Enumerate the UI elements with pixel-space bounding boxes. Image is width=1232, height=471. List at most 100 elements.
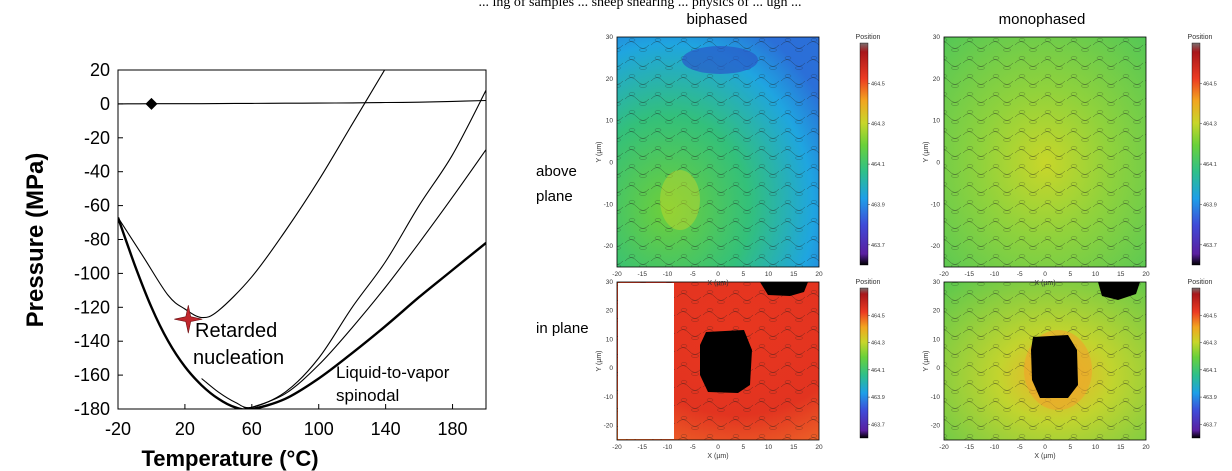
y-tick-label: -60 <box>84 196 110 216</box>
colorbar <box>1191 42 1201 266</box>
colorbar <box>1191 287 1201 439</box>
hm-x-tick-label: 0 <box>716 444 720 451</box>
hm-x-tick-label: 20 <box>1142 444 1150 451</box>
hm-x-tick-label: 20 <box>1142 271 1150 278</box>
series-line-1 <box>118 99 486 105</box>
hm-x-tick-label: 10 <box>765 271 773 278</box>
colorbar-tick-label: 463.7 <box>871 422 885 428</box>
heatmap-grid: biphased monophased above plane in plane <box>536 11 1217 460</box>
colorbar-tick-label: 464.5 <box>871 313 885 319</box>
hm-y-tick-label: 10 <box>606 118 614 125</box>
hm-y-tick-label: 0 <box>936 159 940 166</box>
hm-y-tick-label: 30 <box>933 34 941 41</box>
hm-x-tick-label: 10 <box>1092 271 1100 278</box>
hm-x-tick-label: -10 <box>663 444 673 451</box>
hm-y-tick-label: 10 <box>606 336 614 343</box>
black-blob-bottom <box>700 330 752 393</box>
colorbar-tick-label: 464.3 <box>871 122 885 128</box>
colorbar-tick-label: 464.1 <box>1203 368 1217 374</box>
black-blob-top <box>1098 282 1140 300</box>
hm-x-tick-label: 5 <box>741 444 745 451</box>
annotation-liquid-to-vapor: Liquid-to-vapor <box>336 363 450 382</box>
phase-diagram-chart: 20 0 -20 -40 -60 -80 -100 -120 -140 -160 -180 -20 2… <box>22 60 487 471</box>
colorbar <box>859 287 869 439</box>
hm-y-tick-label: 30 <box>606 279 614 286</box>
hm-x-tick-label: -15 <box>965 444 975 451</box>
annotation-retarded: Retarded <box>195 320 277 342</box>
hm-y-tick-label: 0 <box>609 365 613 372</box>
hm-x-tick-label: -20 <box>612 271 622 278</box>
colorbar-tick-label: 463.9 <box>1203 202 1217 208</box>
hm-x-axis-label: X (µm) <box>707 280 728 287</box>
colorbar-tick-label: 463.7 <box>871 243 885 249</box>
x-tick-label: 60 <box>242 419 262 439</box>
hm-x-tick-label: 10 <box>1092 444 1100 451</box>
colorbar-tick-label: 463.9 <box>1203 395 1217 401</box>
hm-x-axis-label: X (µm) <box>707 453 728 460</box>
heatmap-panel-above-biphased <box>616 36 820 268</box>
y-tick-label: -120 <box>74 297 110 317</box>
hm-x-tick-label: 0 <box>1043 444 1047 451</box>
hm-y-tick-label: -20 <box>604 243 614 250</box>
hm-y-tick-label: -10 <box>604 394 614 401</box>
hm-x-tick-label: 20 <box>815 444 823 451</box>
column-title-biphased: biphased <box>687 11 748 28</box>
x-tick-label: 180 <box>438 419 468 439</box>
colorbar-tick-label: 463.7 <box>1203 422 1217 428</box>
hm-x-tick-label: -5 <box>690 271 696 278</box>
series-line-2 <box>118 217 486 409</box>
hm-y-axis-label: Y (µm) <box>923 141 930 162</box>
heatmap-panel-in-biphased <box>616 281 820 441</box>
colorbar-tick-label: 464.5 <box>1203 81 1217 87</box>
hm-x-axis-label: X (µm) <box>1034 453 1055 460</box>
series-line-3 <box>118 70 386 319</box>
colorbar-tick-label: 463.9 <box>871 202 885 208</box>
colorbar-tick-label: 464.3 <box>871 341 885 347</box>
hm-x-tick-label: -5 <box>1017 271 1023 278</box>
colorbar-tick-label: 464.3 <box>1203 341 1217 347</box>
row-label-plane: plane <box>536 188 573 205</box>
y-tick-label: -180 <box>74 399 110 419</box>
hm-y-tick-label: -10 <box>931 394 941 401</box>
caption-fragment: ... ing of samples ... sheep shearing ..… <box>478 0 801 10</box>
y-tick-label: -40 <box>84 162 110 182</box>
hm-x-tick-label: 15 <box>1117 444 1125 451</box>
hm-y-tick-label: 20 <box>606 76 614 83</box>
hm-y-tick-label: -20 <box>604 423 614 430</box>
y-tick-label: 0 <box>100 94 110 114</box>
hm-x-tick-label: 0 <box>716 271 720 278</box>
hm-y-axis-label: Y (µm) <box>596 350 603 371</box>
colorbar-tick-label: 464.1 <box>871 162 885 168</box>
hm-x-tick-label: 15 <box>790 271 798 278</box>
hm-x-tick-label: -15 <box>638 444 648 451</box>
diamond-marker <box>145 97 158 110</box>
hm-y-tick-label: -20 <box>931 243 941 250</box>
hm-y-tick-label: 10 <box>933 336 941 343</box>
x-axis-label: Temperature (°C) <box>141 446 318 471</box>
hm-y-tick-label: 10 <box>933 118 941 125</box>
hm-y-tick-label: 20 <box>933 76 941 83</box>
y-tick-label: -160 <box>74 365 110 385</box>
x-tick-label: -20 <box>105 419 131 439</box>
hm-x-tick-label: -20 <box>939 444 949 451</box>
hm-x-tick-label: -5 <box>1017 444 1023 451</box>
y-tick-label: -80 <box>84 230 110 250</box>
colorbar-title: Position <box>856 34 881 41</box>
hm-x-tick-label: 5 <box>741 271 745 278</box>
hm-x-tick-label: 20 <box>815 271 823 278</box>
column-title-monophased: monophased <box>999 11 1086 28</box>
hm-x-tick-label: -10 <box>663 271 673 278</box>
y-tick-label: -100 <box>74 263 110 283</box>
black-blob-top <box>760 282 808 296</box>
colorbar-tick-label: 464.1 <box>1203 162 1217 168</box>
no-data-region <box>618 283 674 439</box>
colorbar-tick-label: 464.1 <box>871 368 885 374</box>
hm-x-tick-label: -20 <box>612 444 622 451</box>
series-line-4 <box>201 90 486 409</box>
black-blob-bottom <box>1031 335 1078 398</box>
y-tick-label: -140 <box>74 331 110 351</box>
colorbar-tick-label: 464.5 <box>871 81 885 87</box>
heatmap-panel-in-monophased <box>943 281 1147 441</box>
star-marker <box>174 305 203 334</box>
